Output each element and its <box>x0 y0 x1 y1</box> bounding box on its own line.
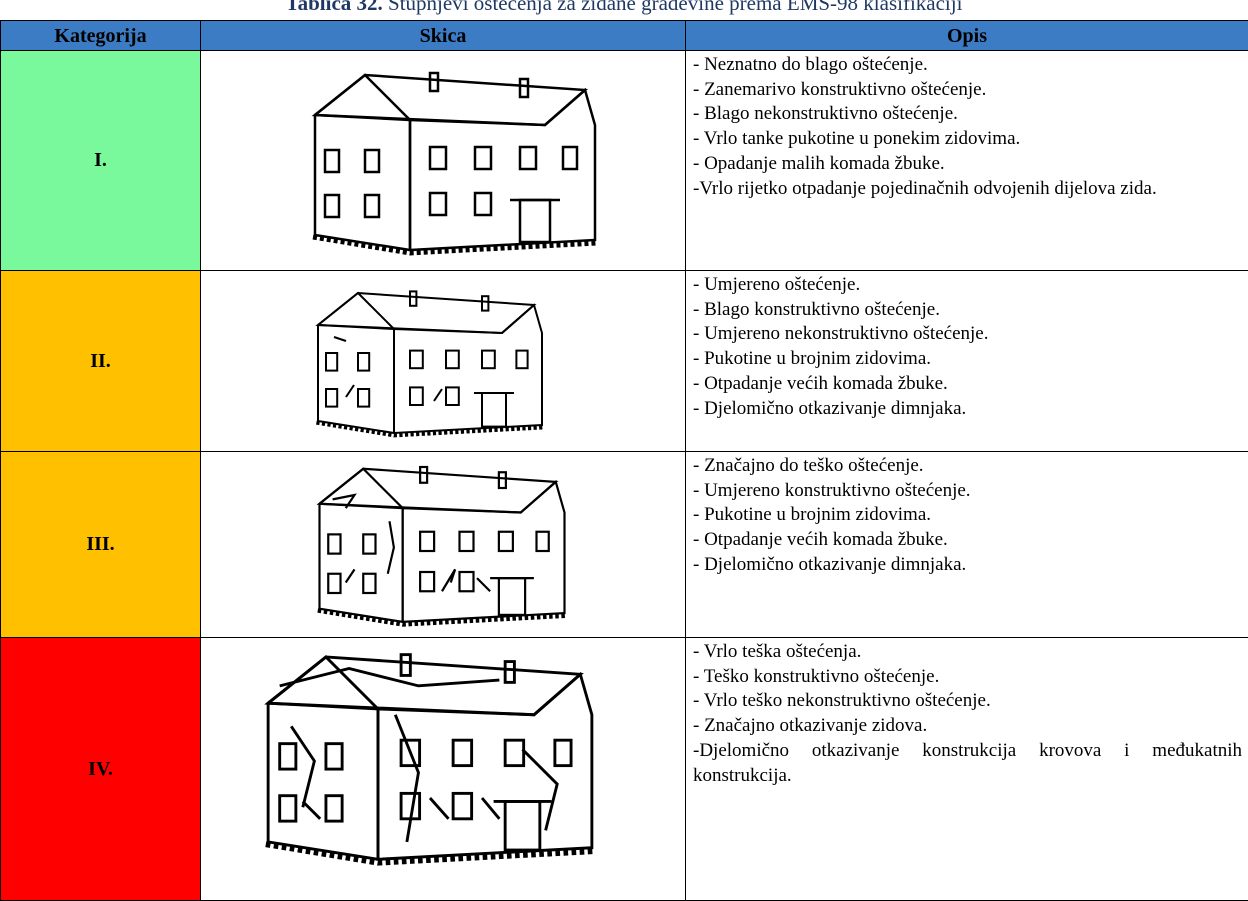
table-caption: Tablica 32. Stupnjevi oštećenja za zidan… <box>0 0 1248 16</box>
sketch-2 <box>285 285 575 445</box>
description-line: - Vrlo tanke pukotine u ponekim zidovima… <box>693 128 1021 150</box>
category-cell: IV. <box>0 637 201 901</box>
description-line: - Značajno do teško oštećenje. <box>693 455 924 476</box>
description-line: - Pukotine u brojnim zidovima. <box>693 504 932 526</box>
description-line: - Značajno otkazivanje zidova. <box>693 715 928 737</box>
category-cell: III. <box>0 451 201 638</box>
header-cell: Kategorija <box>0 20 201 51</box>
description-line: -Vrlo rijetko otpadanje pojedinačnih odv… <box>693 177 1157 199</box>
description-line: - Blago nekonstruktivno oštećenje. <box>693 103 958 125</box>
description-cell: - Neznatno do blago oštećenje. - Zanemari… <box>685 50 1248 271</box>
description-cell: - Umjereno oštećenje. - Blago konstruktiv… <box>685 270 1248 452</box>
description-line: - Zanemarivo konstruktivno oštećenje. <box>693 78 987 100</box>
description-line: - Umjereno konstruktivno oštećenje. <box>693 479 971 501</box>
caption-text: Stupnjevi oštećenja za zidane građevine … <box>388 0 963 15</box>
description-line: - Otpadanje većih komada žbuke. <box>693 529 948 551</box>
category-cell: I. <box>0 50 201 271</box>
description-line: - Djelomično otkazivanje dimnjaka. <box>693 553 967 575</box>
description-line: - Opadanje malih komada žbuke. <box>693 152 945 174</box>
description-line: - Otpadanje većih komada žbuke. <box>693 372 948 394</box>
sketch-4 <box>245 645 615 877</box>
description-line: - Djelomično otkazivanje dimnjaka. <box>693 397 967 419</box>
description-line: - Umjereno oštećenje. <box>693 274 861 295</box>
category-cell: II. <box>0 270 201 452</box>
description-cell: - Značajno do teško oštećenje. - Umjereno… <box>685 451 1248 638</box>
description-line: - Umjereno nekonstruktivno oštećenje. <box>693 323 989 345</box>
description-line: -Djelomično otkazivanje konstrukcija kro… <box>693 739 1242 786</box>
caption-label: Tablica 32. <box>285 0 383 15</box>
header-cell: Opis <box>685 20 1248 51</box>
sketch-3 <box>262 460 622 635</box>
description-line: - Teško konstruktivno oštećenje. <box>693 665 940 687</box>
description-line: - Vrlo teško nekonstruktivno oštećenje. <box>693 690 991 712</box>
sketch-1 <box>270 65 640 265</box>
description-cell: - Vrlo teška oštećenja. - Teško konstrukt… <box>685 637 1248 901</box>
header-cell: Skica <box>200 20 686 51</box>
description-line: - Blago konstruktivno oštećenje. <box>693 298 940 320</box>
description-line: - Neznatno do blago oštećenje. <box>693 54 928 75</box>
description-line: - Pukotine u brojnim zidovima. <box>693 348 932 370</box>
description-line: - Vrlo teška oštećenja. <box>693 641 862 662</box>
